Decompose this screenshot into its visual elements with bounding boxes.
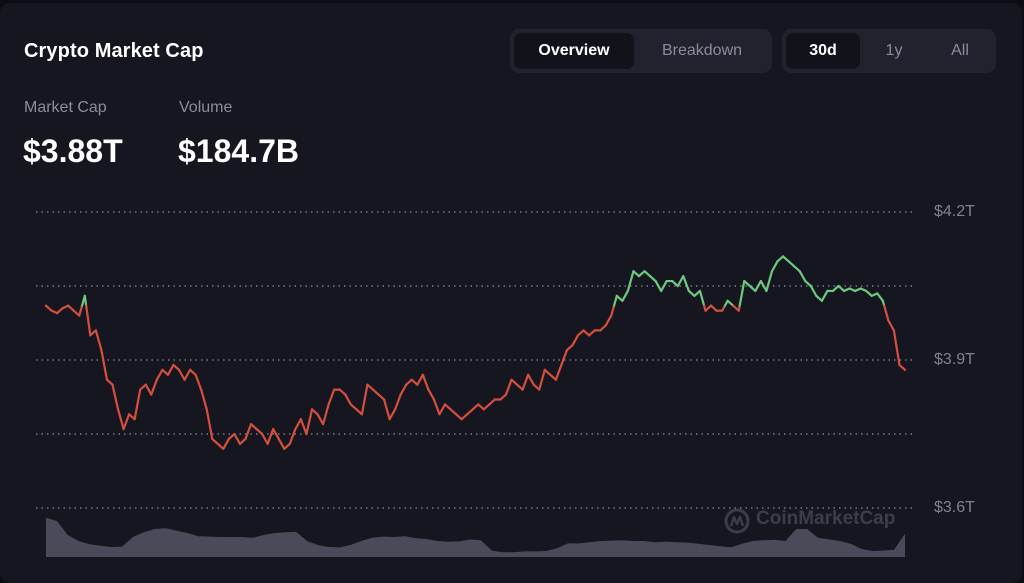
range-all-button[interactable]: All xyxy=(951,42,969,59)
crypto-market-cap-card xyxy=(0,3,1022,583)
volume-area xyxy=(46,517,905,557)
range-30d-button[interactable]: 30d xyxy=(786,33,860,69)
market-cap-value: $3.88T xyxy=(23,133,123,169)
page-title: Crypto Market Cap xyxy=(24,40,204,62)
view-toggle: Overview Breakdown xyxy=(510,29,772,73)
y-axis-label-3.9t: $3.9T xyxy=(934,351,975,368)
chart-gridlines xyxy=(36,211,912,509)
volume-label: Volume xyxy=(179,99,233,116)
tab-breakdown[interactable]: Breakdown xyxy=(661,42,743,59)
watermark-text: CoinMarketCap xyxy=(756,508,896,529)
market-cap-chart[interactable] xyxy=(0,0,1024,567)
y-axis-label-3.6t: $3.6T xyxy=(934,499,975,516)
watermark-logo-icon xyxy=(724,508,750,534)
y-axis-label-4.2t: $4.2T xyxy=(934,203,975,220)
market-cap-label: Market Cap xyxy=(24,99,107,116)
volume-value: $184.7B xyxy=(178,133,299,169)
coinmarketcap-watermark: CoinMarketCap xyxy=(722,508,895,530)
price-line xyxy=(44,255,907,450)
range-1y-button[interactable]: 1y xyxy=(885,42,903,59)
tab-overview[interactable]: Overview xyxy=(514,33,634,69)
range-toggle: 30d 1y All xyxy=(782,29,996,73)
